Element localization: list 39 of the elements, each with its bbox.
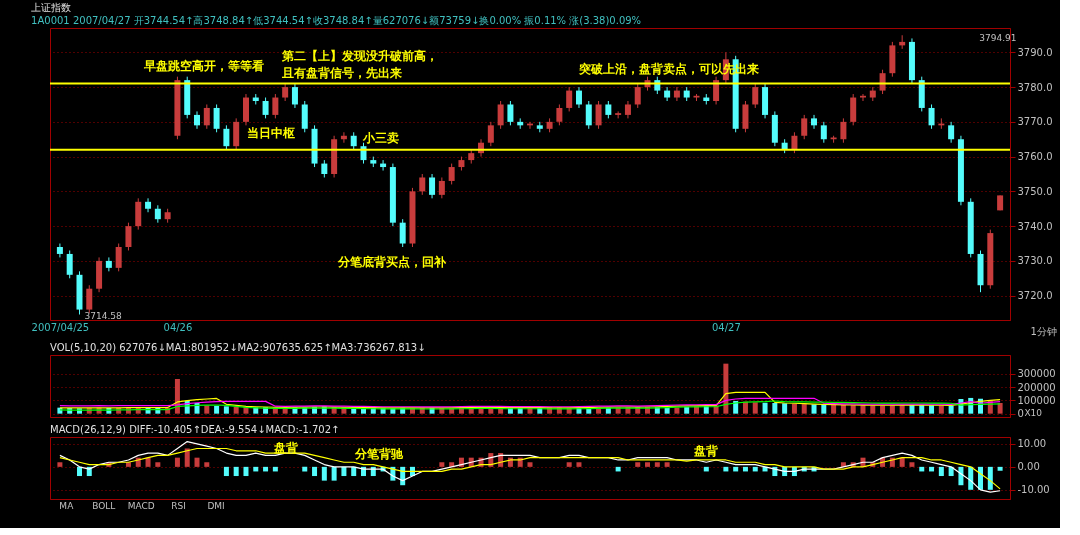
- annotation: 3714.58: [84, 310, 123, 321]
- y-tick-label: 300000: [1017, 368, 1056, 380]
- y-tick-label: 3740.0: [1017, 220, 1053, 232]
- text: BOLL: [92, 501, 116, 512]
- annotation: 盘背: [273, 440, 300, 455]
- annotation: 盘背: [692, 443, 719, 458]
- x-tick-label: 2007/04/25: [31, 321, 90, 333]
- y-tick-label: 3730.0: [1017, 255, 1053, 267]
- text: 1分钟: [1030, 325, 1057, 337]
- text: DMI: [207, 501, 225, 512]
- text: X10: [1024, 407, 1043, 418]
- y-tick-label: 3790.0: [1017, 46, 1053, 58]
- y-tick-label: 3720.0: [1017, 290, 1053, 302]
- text: MACD: [127, 501, 155, 512]
- chart-title: MACD(26,12,9) DIFF:-10.405↑DEA:-9.554↓MACD:-1.702↑: [50, 424, 340, 435]
- chart-title: VOL(5,10,20) 627076↓MA1:801952↓MA2:907635.625↑MA3:736267.813↓: [50, 342, 426, 353]
- chart-title: 上证指数: [31, 2, 72, 13]
- x-tick-label: 04/26: [163, 321, 193, 333]
- annotation: 早盘跳空高开，等等看: [142, 58, 264, 73]
- annotation: 当日中枢: [246, 126, 295, 141]
- text: RSI: [171, 501, 186, 512]
- chart-subtitle: 1A0001 2007/04/27 开3744.54↑高3748.84↑低3744.54↑收3748.84↑量627076↓额73759↓换0.00% 振0.11% 涨(3.38)0.09%: [31, 15, 642, 26]
- y-tick-label: 10.00: [1017, 438, 1047, 450]
- y-tick-label: 3750.0: [1017, 185, 1053, 197]
- annotation: 分笔背驰: [354, 446, 405, 461]
- annotation: 第二【上】发现没升破前高，: [281, 48, 439, 63]
- y-tick-label: 200000: [1017, 381, 1056, 393]
- y-tick-label: -10.00: [1017, 484, 1050, 496]
- y-tick-label: 0.00: [1017, 461, 1040, 473]
- text: MA: [59, 501, 75, 512]
- y-tick-label: 100000: [1017, 394, 1056, 406]
- annotation: 分笔底背买点，回补: [336, 254, 447, 269]
- y-tick-label: 3770.0: [1017, 116, 1053, 128]
- x-tick-label: 04/27: [711, 321, 741, 333]
- annotation: 且有盘背信号，先出来: [281, 66, 403, 81]
- y-tick-label: 3760.0: [1017, 151, 1053, 163]
- annotation: 小三卖: [362, 130, 400, 145]
- y-tick-label: 3780.0: [1017, 81, 1053, 93]
- y-tick-label: 0: [1017, 408, 1024, 420]
